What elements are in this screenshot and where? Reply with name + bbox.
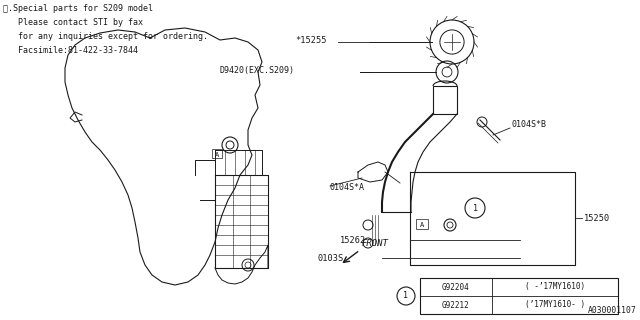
Text: Please contact STI by fax: Please contact STI by fax bbox=[3, 18, 143, 27]
Text: A: A bbox=[420, 222, 424, 228]
Text: G92212: G92212 bbox=[442, 300, 470, 309]
Text: for any inquiries except for ordering.: for any inquiries except for ordering. bbox=[3, 32, 208, 41]
Bar bbox=[433, 86, 457, 114]
Bar bbox=[420, 278, 618, 314]
Text: 1: 1 bbox=[472, 204, 477, 212]
Bar bbox=[416, 219, 428, 229]
Text: A030001107: A030001107 bbox=[588, 306, 637, 315]
Text: G92204: G92204 bbox=[442, 283, 470, 292]
Bar bbox=[212, 149, 222, 158]
Text: ※.Special parts for S209 model: ※.Special parts for S209 model bbox=[3, 4, 153, 13]
Text: Facsimile:81-422-33-7844: Facsimile:81-422-33-7844 bbox=[3, 46, 138, 55]
Text: *15255: *15255 bbox=[295, 36, 326, 45]
Text: A: A bbox=[215, 152, 219, 158]
Text: 15262: 15262 bbox=[340, 236, 366, 245]
Text: (’17MY1610- ): (’17MY1610- ) bbox=[525, 300, 585, 309]
Text: D9420(EXC.S209): D9420(EXC.S209) bbox=[220, 66, 295, 75]
Text: 15250: 15250 bbox=[584, 214, 611, 223]
Text: FRONT: FRONT bbox=[362, 239, 389, 248]
Text: 0104S*B: 0104S*B bbox=[512, 119, 547, 129]
Text: 0104S*A: 0104S*A bbox=[330, 183, 365, 192]
Text: ( -’17MY1610): ( -’17MY1610) bbox=[525, 283, 585, 292]
Text: 1: 1 bbox=[403, 292, 408, 300]
Text: 0103S: 0103S bbox=[318, 254, 344, 263]
